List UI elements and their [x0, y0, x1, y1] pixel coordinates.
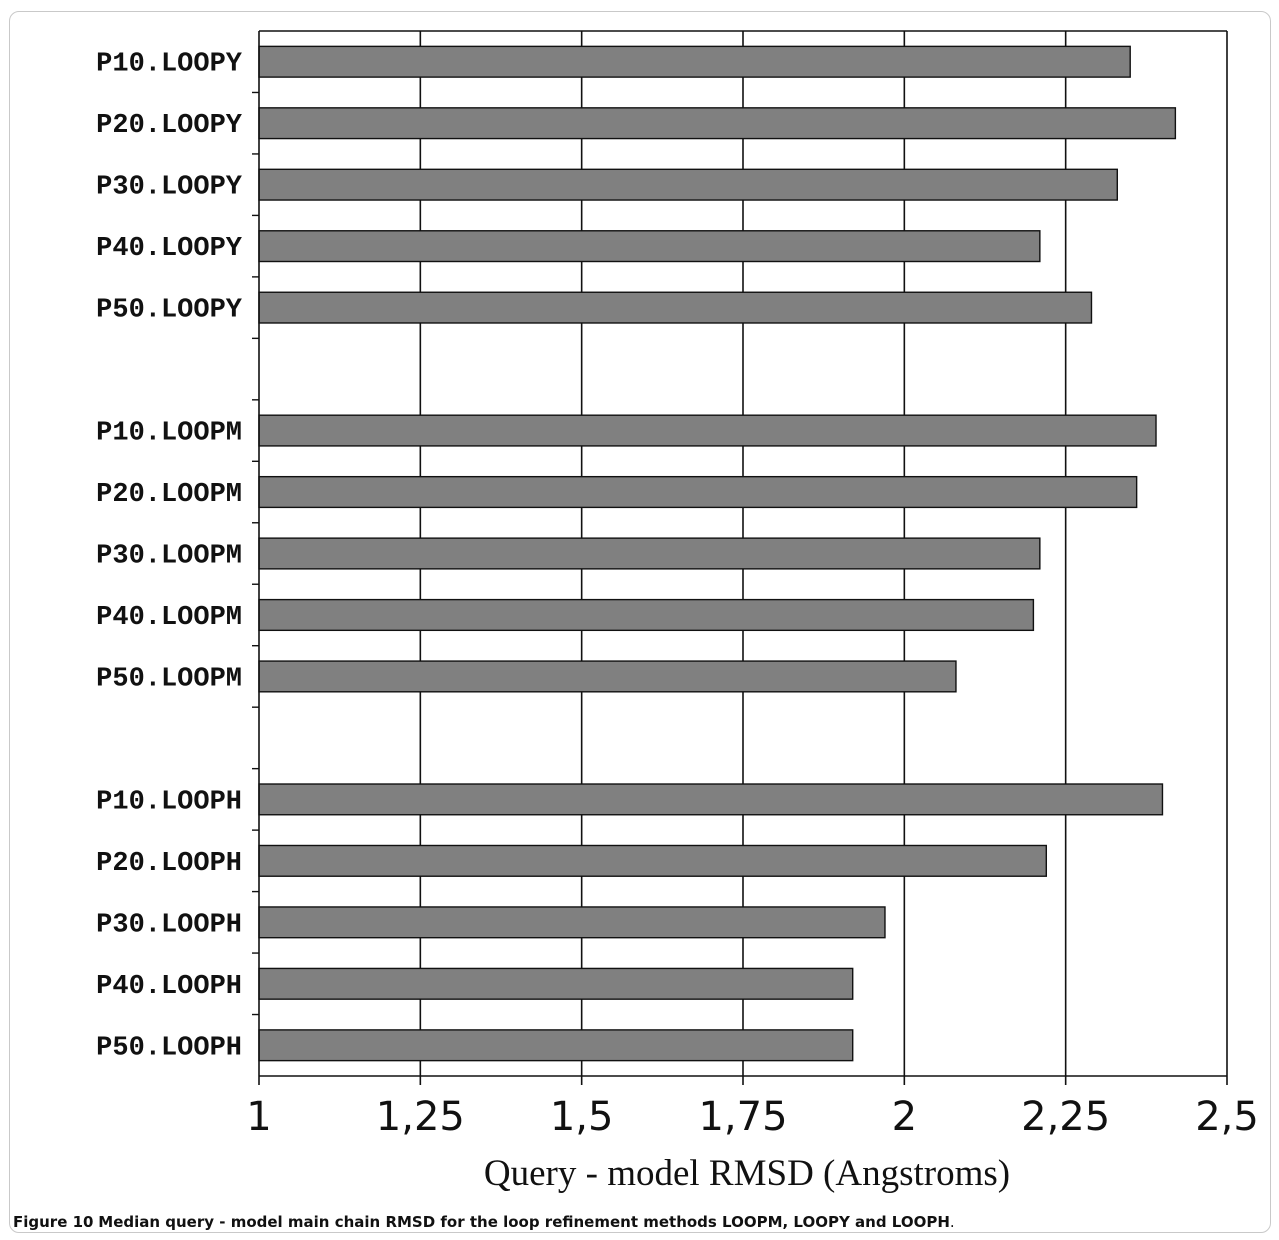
bars [258, 45, 1177, 1062]
category-label: P20.LOOPY [96, 111, 243, 141]
bar [258, 537, 1041, 570]
x-tick-label: 1,75 [698, 1094, 787, 1140]
category-label: P20.LOOPM [96, 480, 242, 510]
category-labels: P10.LOOPY P20.LOOPY P30.LOOPY P40.LOOPY P50.… [96, 50, 243, 1064]
bar [258, 844, 1048, 877]
category-label: P30.LOOPM [96, 542, 242, 572]
bar [258, 598, 1035, 632]
bar [258, 107, 1177, 140]
bar [258, 906, 886, 939]
category-label: P40.LOOPY [96, 234, 243, 264]
bar [258, 967, 854, 1000]
bar [258, 291, 1093, 324]
category-label: P40.LOOPH [96, 972, 242, 1002]
axes [252, 30, 1228, 1085]
category-label: P40.LOOPM [96, 603, 242, 633]
x-axis-title: Query - model RMSD (Angstroms) [484, 1153, 1010, 1194]
category-label: P10.LOOPH [96, 787, 242, 817]
bar-chart: P10.LOOPY P20.LOOPY P30.LOOPY P40.LOOPY P50.… [96, 30, 1259, 1194]
category-label: P20.LOOPH [96, 849, 242, 879]
caption-text: Median query - model main chain RMSD for… [98, 1213, 950, 1231]
category-label: P10.LOOPY [96, 50, 243, 80]
bar [258, 1029, 854, 1062]
category-label: P30.LOOPY [96, 173, 243, 203]
x-tick-label: 1,25 [376, 1094, 465, 1140]
category-label: P50.LOOPH [96, 1033, 242, 1063]
figure-number: Figure 10 [13, 1213, 94, 1231]
bar [258, 230, 1041, 263]
category-label: P10.LOOPM [96, 419, 242, 449]
category-label: P50.LOOPY [96, 296, 243, 326]
caption-period: . [949, 1213, 955, 1231]
x-tick-label: 1,5 [550, 1094, 614, 1140]
category-label: P30.LOOPH [96, 910, 242, 940]
x-tick-label: 2,5 [1195, 1094, 1259, 1140]
figure-caption: Figure 10 Median query - model main chai… [13, 1213, 955, 1231]
bar [258, 414, 1157, 447]
bar [258, 45, 1131, 78]
bar [258, 475, 1138, 509]
bar [258, 783, 1164, 816]
x-tick-labels: 1 1,25 1,5 1,75 2 2,25 2,5 [246, 1094, 1259, 1140]
x-tick-label: 2,25 [1021, 1094, 1110, 1140]
bar [258, 168, 1118, 201]
x-tick-label: 1 [246, 1094, 271, 1140]
bar [258, 660, 957, 693]
category-label: P50.LOOPM [96, 664, 242, 694]
x-tick-label: 2 [892, 1094, 917, 1140]
